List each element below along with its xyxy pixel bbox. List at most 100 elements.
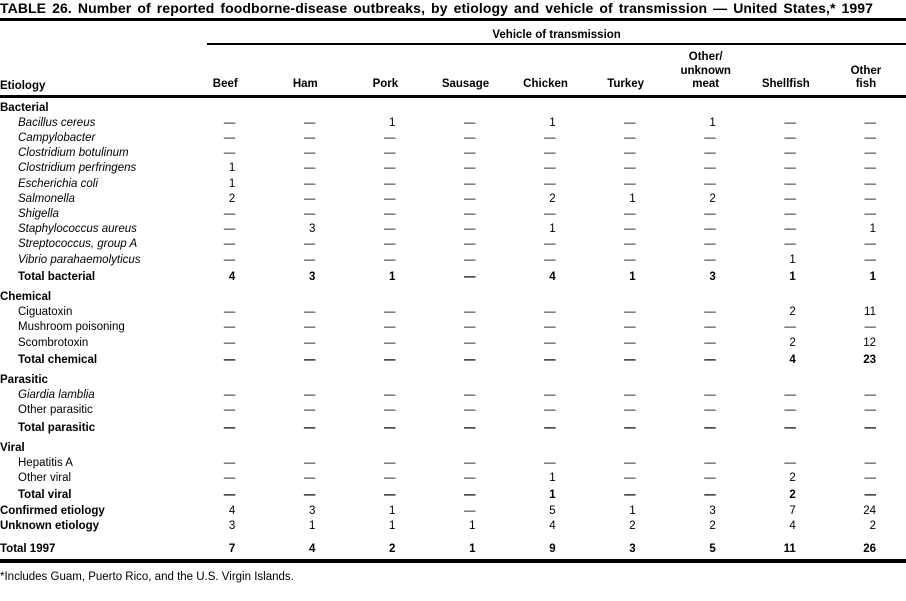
cell-value: 1 [629,504,636,517]
cell-value: — [704,238,716,251]
cell-value: — [383,253,396,266]
cell-value: — [704,353,716,366]
cell-value: — [383,306,396,319]
cell-value: 1 [228,162,236,175]
cell-value: — [704,489,716,502]
table-row-other-viral: Other viral — — — — 1 — — 2 — [0,471,906,486]
cell-value: — [303,336,316,349]
cell-value: — [464,353,476,366]
column-header-pork: Pork [345,45,426,98]
cell-value: 3 [228,519,236,532]
cell-value: — [784,389,796,402]
cell-value: — [624,116,636,129]
row-label: Shigella [18,207,59,220]
cell-value: — [624,336,636,349]
table-row-confirmed-etiology: Confirmed etiology 4 3 1 — 5 1 3 7 24 [0,504,906,519]
cell-value: — [223,404,236,417]
row-label: Parasitic [0,373,48,386]
row-label: Scombrotoxin [18,336,89,349]
cell-value: 1 [549,489,556,502]
cell-value: 3 [308,223,316,236]
cell-value: — [383,162,396,175]
cell-value: — [624,472,636,485]
cell-value: 4 [789,519,796,532]
cell-value: — [864,162,877,175]
cell-value: — [464,404,476,417]
cell-value: 24 [863,504,876,517]
cell-value: — [624,131,636,144]
cell-value: — [864,389,877,402]
row-label: Unknown etiology [0,519,100,532]
cell-value: — [544,207,556,220]
column-header-row: Etiology Beef Ham Pork Sausage Chicken T… [0,45,906,98]
cell-value: — [464,162,476,175]
row-label: Bacterial [0,101,49,114]
cell-value: — [464,421,476,434]
cell-value: 1 [228,177,236,190]
column-header-beef: Beef [185,45,266,98]
cell-value: — [383,353,396,366]
cell-value: — [383,147,396,160]
row-label: Other viral [18,472,72,485]
cell-value: — [383,421,396,434]
cell-value: — [303,472,316,485]
table-row-total-bacterial: Total bacterial 4 3 1 — 4 1 3 1 1 [0,268,906,285]
cell-value: — [544,131,556,144]
table-row-campylobacter: Campylobacter — — — — — — — — — [0,131,906,146]
cell-value: — [544,456,556,469]
cell-value: — [464,270,476,283]
cell-value: 1 [549,223,556,236]
cell-value: — [464,238,476,251]
cell-value: — [704,404,716,417]
cell-value: — [544,389,556,402]
cell-value: — [864,404,877,417]
row-label: Clostridium botulinum [18,147,129,160]
cell-value: — [624,207,636,220]
row-label: Escherichia coli [18,177,98,190]
spanner-row: Vehicle of transmission [0,21,906,45]
cell-value: — [303,306,316,319]
cell-value: — [704,336,716,349]
cell-value: — [704,421,716,434]
row-label: Clostridium perfringens [18,162,137,175]
row-label: Confirmed etiology [0,504,105,517]
table-row-chemical: Chemical [0,285,906,305]
cell-value: 7 [228,542,236,555]
cell-value: — [383,456,396,469]
cell-value: — [303,321,316,334]
cell-value: — [544,147,556,160]
cell-value: — [784,456,796,469]
cell-value: 5 [709,542,716,555]
cell-value: 1 [709,116,716,129]
cell-value: — [784,238,796,251]
table-body: Bacterial Bacillus cereus — —1—1—1— — Campylo… [0,96,906,561]
cell-value: — [464,456,476,469]
spanner-cell: Vehicle of transmission [185,21,906,45]
cell-value: — [784,147,796,160]
cell-value: — [223,223,236,236]
cell-value: — [864,253,877,266]
row-label: Total parasitic [18,421,96,434]
cell-value: 1 [549,116,556,129]
cell-value: — [624,306,636,319]
row-label: Total chemical [18,353,98,366]
cell-value: — [223,336,236,349]
cell-value: — [223,489,236,502]
cell-value: — [544,162,556,175]
table-row-mushroom-poisoning: Mushroom poisoning — — — — — — — — — [0,320,906,335]
cell-value: — [784,223,796,236]
cell-value: — [464,504,476,517]
cell-value: — [223,253,236,266]
cell-value: — [784,207,796,220]
cell-value: — [464,223,476,236]
cell-value: — [303,389,316,402]
cell-value: — [864,207,877,220]
row-label: Mushroom poisoning [18,321,125,334]
row-label: Ciguatoxin [18,306,73,319]
cell-value: — [464,207,476,220]
cell-value: — [704,253,716,266]
cell-value: — [704,306,716,319]
cell-value: — [704,321,716,334]
cell-value: 3 [709,504,716,517]
cell-value: — [704,223,716,236]
